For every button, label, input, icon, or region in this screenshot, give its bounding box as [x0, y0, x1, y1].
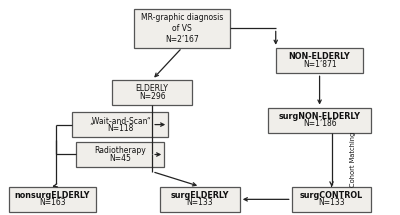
- Text: N=2’167: N=2’167: [165, 35, 199, 44]
- Text: NON-ELDERLY: NON-ELDERLY: [289, 52, 350, 61]
- FancyBboxPatch shape: [276, 48, 364, 73]
- Text: surgCONTROL: surgCONTROL: [300, 191, 363, 200]
- FancyBboxPatch shape: [268, 108, 372, 133]
- Text: ELDERLY: ELDERLY: [136, 84, 169, 94]
- FancyBboxPatch shape: [76, 142, 164, 167]
- Text: nonsurgELDERLY: nonsurgELDERLY: [15, 191, 90, 200]
- Text: N=1’186: N=1’186: [303, 119, 336, 128]
- Text: N=163: N=163: [39, 198, 66, 207]
- FancyBboxPatch shape: [9, 187, 96, 212]
- Text: N=1’871: N=1’871: [303, 60, 336, 69]
- Text: „Wait-and-Scan“: „Wait-and-Scan“: [89, 117, 151, 126]
- FancyBboxPatch shape: [72, 112, 168, 137]
- Text: MR-graphic diagnosis: MR-graphic diagnosis: [141, 13, 223, 22]
- Text: N=296: N=296: [139, 92, 166, 101]
- Text: of VS: of VS: [172, 24, 192, 33]
- Text: N=133: N=133: [318, 198, 345, 207]
- Text: N=118: N=118: [107, 124, 134, 133]
- FancyBboxPatch shape: [160, 187, 240, 212]
- Text: N=133: N=133: [187, 198, 213, 207]
- FancyBboxPatch shape: [292, 187, 372, 212]
- Text: N=45: N=45: [109, 154, 131, 163]
- Text: Radiotherapy: Radiotherapy: [94, 146, 146, 155]
- Text: surgELDERLY: surgELDERLY: [171, 191, 229, 200]
- Text: surgNON-ELDERLY: surgNON-ELDERLY: [278, 112, 360, 121]
- Text: Cohort Matching: Cohort Matching: [350, 132, 356, 187]
- FancyBboxPatch shape: [112, 80, 192, 105]
- FancyBboxPatch shape: [134, 9, 230, 48]
